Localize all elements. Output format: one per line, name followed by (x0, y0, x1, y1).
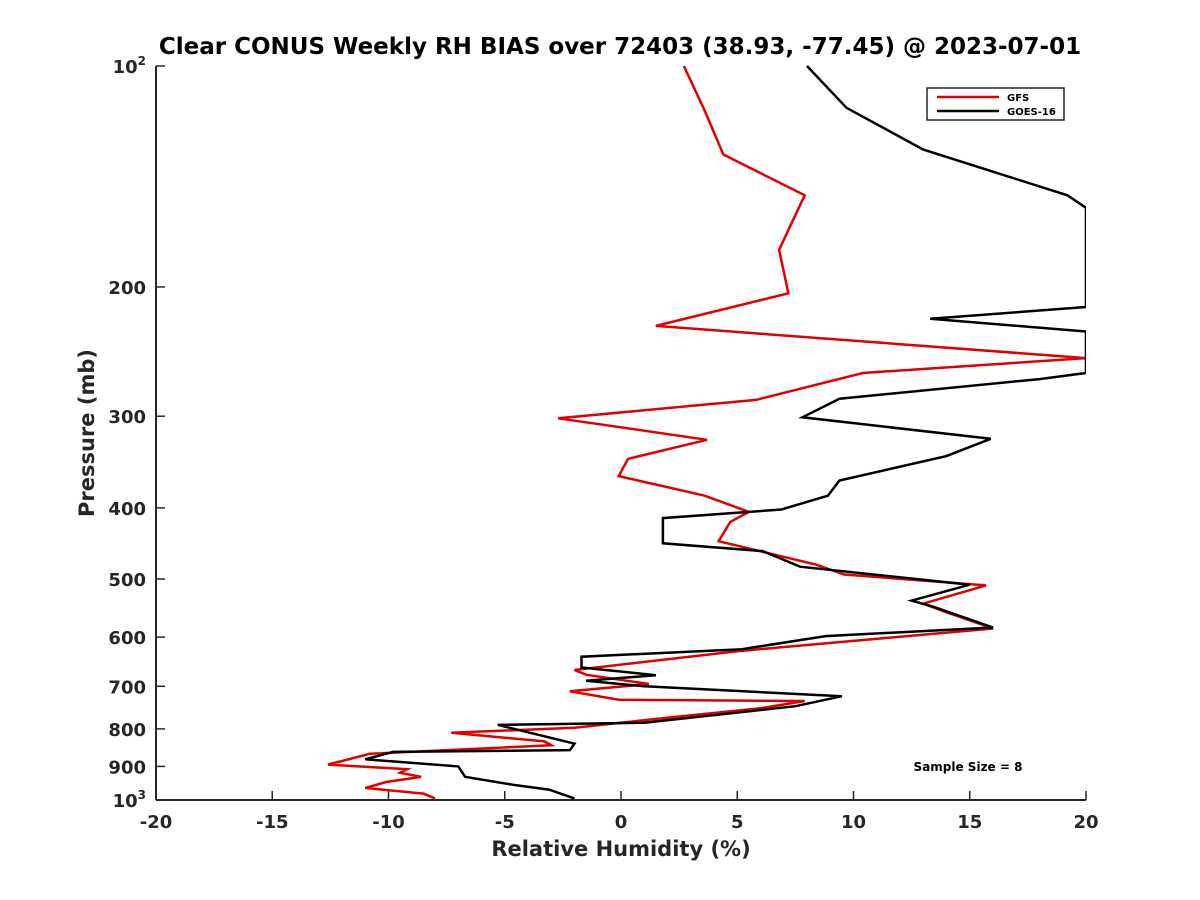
y-tick-label: 800 (108, 720, 146, 741)
series-layer (327, 65, 1086, 800)
y-axis: 102 200 300 400 500 600 700 800 900 103 (108, 54, 165, 812)
y-tick-label: 700 (108, 677, 146, 698)
x-tick-label: 10 (841, 812, 866, 833)
y-tick-label: 900 (108, 757, 146, 778)
y-tick-label: 400 (108, 499, 146, 520)
x-tick-label: -10 (372, 812, 405, 833)
legend: GFS GOES-16 (926, 87, 1065, 121)
sample-size-annotation: Sample Size = 8 (914, 760, 1023, 774)
x-tick-label: -20 (140, 812, 173, 833)
x-tick-label: -15 (256, 812, 289, 833)
x-tick-label: 20 (1073, 812, 1098, 833)
y-axis-label: Pressure (mb) (75, 349, 99, 517)
x-tick-label: 5 (731, 812, 744, 833)
y-tick-label: 200 (108, 278, 146, 299)
chart-title: Clear CONUS Weekly RH BIAS over 72403 (3… (159, 34, 1081, 60)
x-tick-label: 0 (615, 812, 628, 833)
y-tick-label: 500 (108, 570, 146, 591)
y-tick-label: 600 (108, 628, 146, 649)
y-tick-label: 300 (108, 407, 146, 428)
legend-label: GFS (1007, 93, 1029, 104)
x-tick-label: -5 (495, 812, 515, 833)
legend-label: GOES-16 (1007, 107, 1056, 118)
y-tick-label: 103 (113, 788, 146, 812)
x-axis-label: Relative Humidity (%) (491, 837, 750, 861)
x-axis: -20 -15 -10 -5 0 5 10 15 20 (140, 791, 1099, 833)
x-tick-label: 15 (957, 812, 982, 833)
y-tick-label: 102 (113, 54, 146, 78)
series-line-goes-16 (364, 65, 1086, 800)
legend-box (926, 87, 1065, 121)
